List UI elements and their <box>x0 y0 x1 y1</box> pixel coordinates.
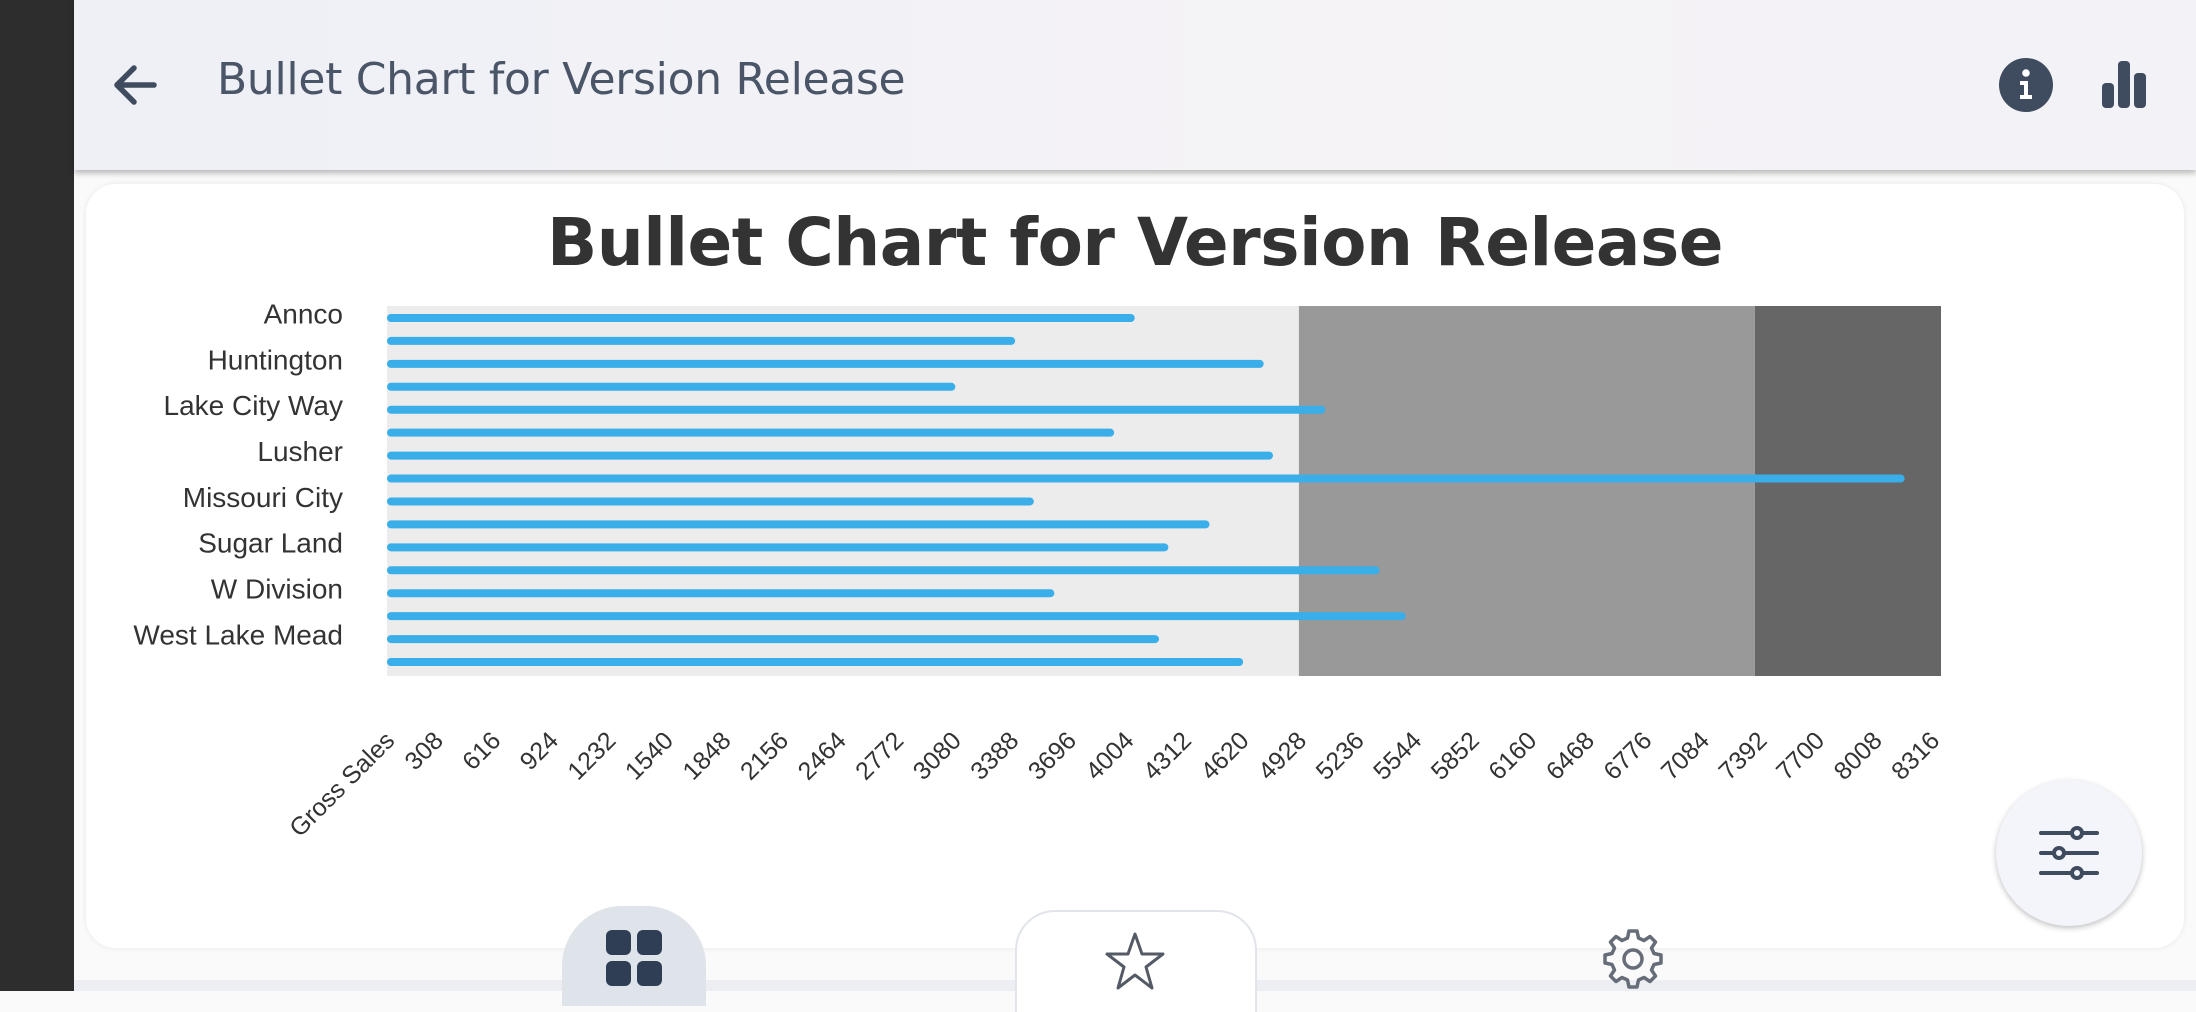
bullet-chart: Annco Huntington Lake City Way Lusher Missou… <box>133 298 1945 842</box>
tick-label: 2156 <box>735 726 794 785</box>
tick-label: 3080 <box>908 726 967 785</box>
tick-label: 4004 <box>1080 726 1139 785</box>
tick-label: 7700 <box>1771 726 1830 785</box>
tick-label: 8008 <box>1829 726 1888 785</box>
arrow-left-icon <box>114 65 157 105</box>
tick-label: 3696 <box>1023 726 1082 785</box>
tick-label: 4312 <box>1138 726 1197 785</box>
tick-label: 7392 <box>1713 726 1772 785</box>
tick-label: 308 <box>399 726 448 775</box>
bar-chart-icon <box>2102 61 2146 108</box>
range-band <box>1754 306 1941 676</box>
nav-dashboard[interactable] <box>562 906 706 1006</box>
tick-label: 1232 <box>562 726 621 785</box>
category-label: Missouri City <box>183 482 343 513</box>
chart-title: Bullet Chart for Version Release <box>547 204 1724 281</box>
star-icon <box>1105 932 1165 990</box>
tick-label: 8316 <box>1886 726 1945 785</box>
category-label: Annco <box>264 298 343 329</box>
category-label: W Division <box>211 574 343 605</box>
nav-favorites[interactable] <box>1015 910 1257 1012</box>
tick-label: 7084 <box>1656 726 1715 785</box>
sliders-icon <box>2039 826 2099 880</box>
category-label: West Lake Mead <box>133 619 343 650</box>
x-axis-label: Gross Sales <box>284 726 400 842</box>
range-band <box>1298 306 1755 676</box>
tick-label: 924 <box>515 726 564 775</box>
page-title: Bullet Chart for Version Release <box>217 54 906 105</box>
tick-label: 1848 <box>677 726 736 785</box>
tick-label: 6468 <box>1541 726 1600 785</box>
category-label: Lusher <box>257 436 343 467</box>
tick-label: 2464 <box>793 726 852 785</box>
tick-label: 4928 <box>1253 726 1312 785</box>
tick-label: 3388 <box>965 726 1024 785</box>
tick-label: 616 <box>457 726 506 775</box>
tick-label: 6776 <box>1598 726 1657 785</box>
category-label: Sugar Land <box>198 528 343 559</box>
category-label: Lake City Way <box>164 390 343 421</box>
app-bar: Bullet Chart for Version Release <box>74 0 2196 170</box>
category-label: Huntington <box>208 344 343 375</box>
tick-label: 1540 <box>620 726 679 785</box>
back-button[interactable] <box>104 55 164 115</box>
tick-label: 6160 <box>1483 726 1542 785</box>
info-circle-icon <box>1999 58 2053 112</box>
gear-icon <box>1603 929 1663 989</box>
tick-label: 4620 <box>1195 726 1254 785</box>
nav-settings[interactable] <box>1600 925 1666 991</box>
info-button[interactable] <box>1996 55 2056 115</box>
tick-label: 5236 <box>1311 726 1370 785</box>
chart-type-button[interactable] <box>2094 55 2154 115</box>
tick-label: 2772 <box>850 726 909 785</box>
filter-button[interactable] <box>1996 780 2142 926</box>
tick-label: 5544 <box>1368 726 1427 785</box>
grid-icon <box>606 930 662 986</box>
tick-label: 5852 <box>1426 726 1485 785</box>
left-rail <box>0 0 74 991</box>
